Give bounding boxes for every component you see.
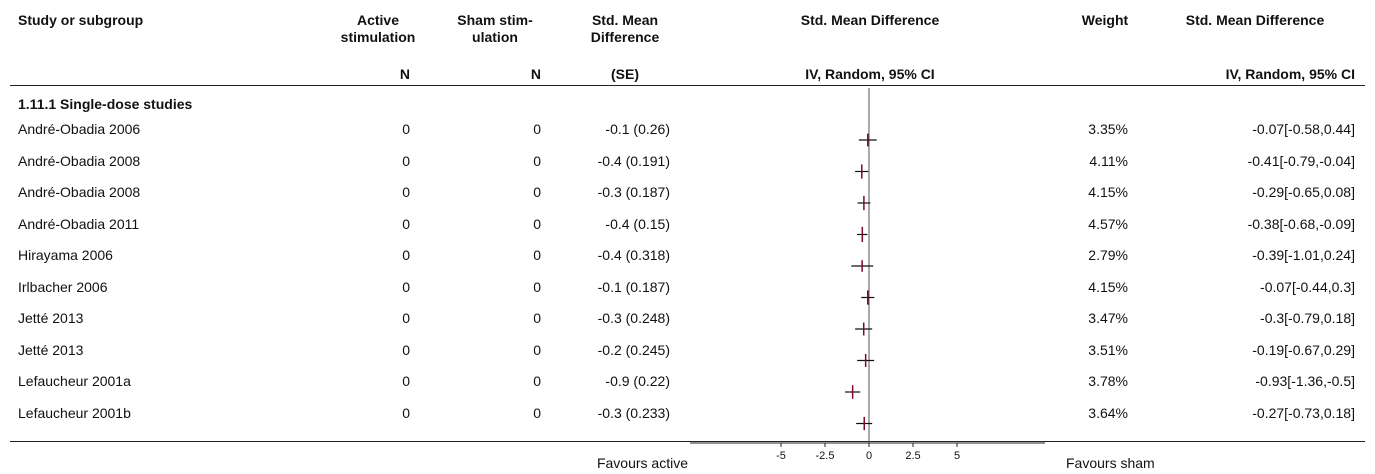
header-smd-line1: Std. Mean (591, 12, 659, 28)
active-n: 0 (402, 310, 410, 326)
header-active: Active stimulation (318, 12, 438, 46)
header-active-line2: stimulation (340, 29, 416, 45)
favours-right: Favours sham (1066, 455, 1155, 471)
smd-ci: -0.38[-0.68,-0.09] (1247, 216, 1355, 232)
weight: 2.79% (1088, 247, 1128, 263)
smd-se: -0.4 (0.191) (597, 153, 670, 169)
weight: 4.57% (1088, 216, 1128, 232)
header-sham-line2: ulation (472, 29, 518, 45)
sham-n: 0 (533, 405, 541, 421)
x-tick-label: -2.5 (816, 450, 835, 462)
smd-ci: -0.93[-1.36,-0.5] (1255, 373, 1355, 389)
smd-se: -0.4 (0.318) (597, 247, 670, 263)
weight: 3.47% (1088, 310, 1128, 326)
smd-se: -0.9 (0.22) (605, 373, 670, 389)
sham-n: 0 (533, 184, 541, 200)
study-name: Jetté 2013 (18, 310, 84, 326)
smd-se: -0.3 (0.233) (597, 405, 670, 421)
footer-divider (10, 441, 1365, 442)
weight: 4.11% (1089, 153, 1128, 169)
study-name: André-Obadia 2008 (18, 184, 141, 200)
smd-ci: -0.3[-0.79,0.18] (1260, 310, 1355, 326)
active-n: 0 (402, 153, 410, 169)
active-n: 0 (402, 342, 410, 358)
active-n: 0 (402, 184, 410, 200)
sham-n: 0 (533, 279, 541, 295)
header-ci-sub: IV, Random, 95% CI (1225, 66, 1355, 82)
smd-ci: -0.27[-0.73,0.18] (1252, 405, 1355, 421)
smd-ci: -0.07[-0.44,0.3] (1260, 279, 1355, 295)
smd-ci: -0.19[-0.67,0.29] (1252, 342, 1355, 358)
study-name: Irlbacher 2006 (18, 279, 108, 295)
header-smd: Std. Mean Difference (570, 12, 680, 46)
smd-ci: -0.29[-0.65,0.08] (1252, 184, 1355, 200)
smd-se: -0.1 (0.26) (605, 121, 670, 137)
x-tick-label: 2.5 (905, 450, 920, 462)
header-smd-se: (SE) (611, 66, 639, 82)
header-weight: Weight (1081, 12, 1129, 28)
smd-se: -0.4 (0.15) (605, 216, 670, 232)
sham-n: 0 (533, 247, 541, 263)
smd-se: -0.1 (0.187) (597, 279, 670, 295)
smd-ci: -0.07[-0.58,0.44] (1252, 121, 1355, 137)
active-n: 0 (402, 405, 410, 421)
study-name: Jetté 2013 (18, 342, 84, 358)
active-n: 0 (402, 279, 410, 295)
weight: 3.78% (1088, 373, 1128, 389)
weight: 3.51% (1088, 342, 1128, 358)
header-plot-title: Std. Mean Difference (800, 12, 940, 28)
smd-ci: -0.41[-0.79,-0.04] (1247, 153, 1355, 169)
active-n: 0 (402, 121, 410, 137)
x-tick-label: 0 (866, 450, 872, 462)
header-active-n: N (399, 66, 410, 82)
subgroup-title: 1.11.1 Single-dose studies (18, 96, 193, 112)
study-name: André-Obadia 2011 (18, 216, 140, 232)
header-sham-n: N (530, 66, 541, 82)
sham-n: 0 (533, 310, 541, 326)
study-name: André-Obadia 2008 (18, 153, 141, 169)
header-sham-line1: Sham stim- (457, 12, 533, 28)
smd-se: -0.3 (0.187) (597, 184, 670, 200)
weight: 4.15% (1088, 184, 1128, 200)
study-name: Hirayama 2006 (18, 247, 113, 263)
header-plot-sub: IV, Random, 95% CI (805, 66, 935, 82)
study-name: Lefaucheur 2001b (18, 405, 131, 421)
study-name: Lefaucheur 2001a (18, 373, 131, 389)
smd-ci: -0.39[-1.01,0.24] (1252, 247, 1355, 263)
header-study: Study or subgroup (18, 12, 144, 28)
header-smd-ci: Std. Mean Difference (1185, 12, 1325, 28)
active-n: 0 (402, 373, 410, 389)
header-smd-line2: Difference (590, 29, 660, 45)
sham-n: 0 (533, 373, 541, 389)
smd-se: -0.3 (0.248) (597, 310, 670, 326)
active-n: 0 (402, 247, 410, 263)
sham-n: 0 (533, 342, 541, 358)
smd-se: -0.2 (0.245) (597, 342, 670, 358)
weight: 3.35% (1088, 121, 1128, 137)
weight: 4.15% (1088, 279, 1128, 295)
sham-n: 0 (533, 216, 541, 232)
active-n: 0 (402, 216, 410, 232)
x-tick-label: -5 (776, 450, 786, 462)
header-divider (10, 85, 1365, 86)
x-tick-label: 5 (954, 450, 960, 462)
weight: 3.64% (1088, 405, 1128, 421)
header-active-line1: Active (356, 12, 400, 28)
study-name: André-Obadia 2006 (18, 121, 141, 137)
sham-n: 0 (533, 121, 541, 137)
sham-n: 0 (533, 153, 541, 169)
favours-left: Favours active (596, 455, 688, 471)
header-sham: Sham stim- ulation (440, 12, 550, 46)
